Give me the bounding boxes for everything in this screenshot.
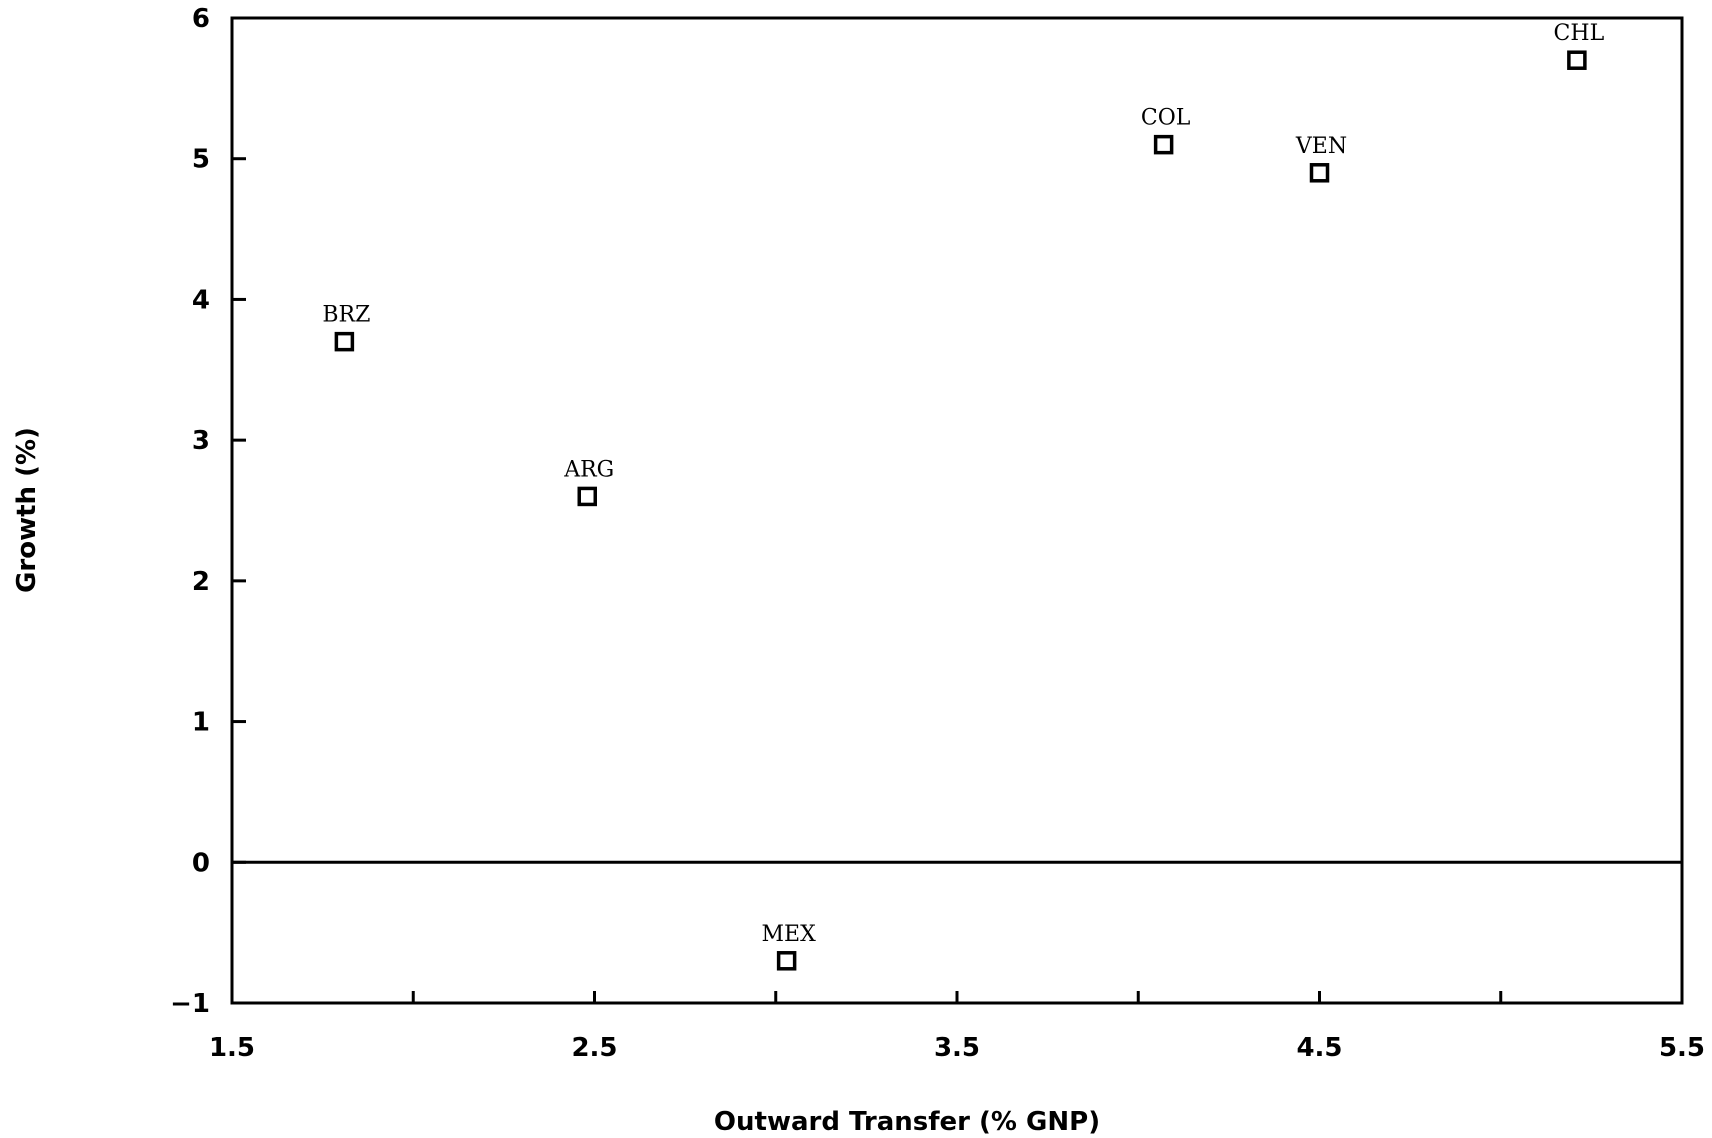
x-axis-tick-labels: 1.5 2.5 3.5 4.5 5.5 <box>209 1033 1705 1063</box>
x-tick-label: 2.5 <box>571 1033 617 1063</box>
data-point-marker <box>577 486 597 507</box>
y-tick-label: 0 <box>192 848 210 878</box>
data-point-label: VEN <box>1295 134 1347 159</box>
y-tick-label: −1 <box>170 989 210 1019</box>
x-tick-label: 3.5 <box>934 1033 980 1063</box>
x-tick-label: 5.5 <box>1659 1033 1705 1063</box>
data-point-marker <box>1153 134 1174 155</box>
y-tick-label: 6 <box>192 4 210 34</box>
y-axis-ticks <box>232 16 246 1005</box>
data-point-marker <box>334 331 355 352</box>
x-tick-label: 4.5 <box>1296 1033 1342 1063</box>
data-point-marker <box>776 951 797 971</box>
data-point-label: CHL <box>1554 21 1605 46</box>
y-tick-label: 5 <box>192 145 210 175</box>
y-tick-label: 3 <box>192 426 210 456</box>
y-tick-label: 2 <box>192 567 210 597</box>
data-point-label: COL <box>1141 106 1191 131</box>
x-axis-title: Outward Transfer (% GNP) <box>714 1107 1100 1137</box>
y-axis-tick-labels: −1 0 1 2 3 4 5 6 <box>170 4 210 1019</box>
y-tick-label: 4 <box>192 285 210 315</box>
data-point-marker <box>1309 163 1330 183</box>
data-point-label: MEX <box>762 922 817 947</box>
y-tick-label: 1 <box>192 708 210 738</box>
x-tick-label: 1.5 <box>209 1033 255 1063</box>
data-points: BRZ ARG MEX COL VEN CHL <box>322 21 1605 971</box>
y-axis-title: Growth (%) <box>12 427 42 593</box>
plot-frame <box>230 16 1684 1005</box>
data-point-marker <box>1567 50 1587 70</box>
data-point-label: BRZ <box>322 303 370 328</box>
x-axis-ticks <box>230 991 1684 1003</box>
data-point-label: ARG <box>563 457 614 482</box>
